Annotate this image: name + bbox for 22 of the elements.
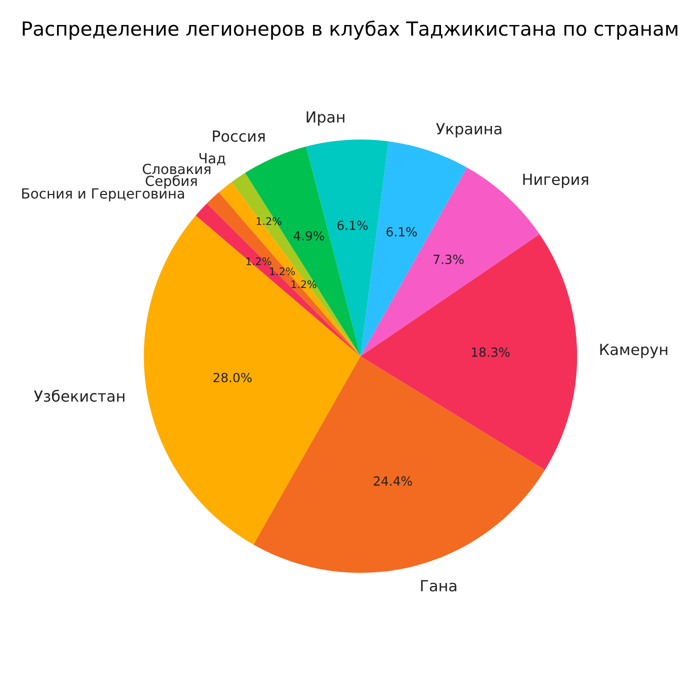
slice-label: Сербия bbox=[146, 175, 197, 189]
slice-label: Камерун bbox=[600, 344, 668, 358]
data-label: 7.3% bbox=[434, 254, 464, 264]
data-label: 4.9% bbox=[294, 231, 324, 240]
data-label: 24.4% bbox=[374, 476, 412, 486]
slice-label: Гана bbox=[421, 580, 456, 592]
data-label: 6.1% bbox=[386, 227, 417, 236]
slice-label: Россия bbox=[212, 130, 265, 142]
data-label: 1.2% bbox=[292, 280, 316, 288]
slice-label: Нигерия bbox=[523, 174, 588, 188]
slice-label: Украина bbox=[436, 123, 502, 138]
data-label: 28.0% bbox=[214, 372, 252, 382]
data-label: 1.2% bbox=[270, 267, 295, 276]
slice-label: Чад bbox=[200, 153, 226, 166]
data-label: 6.1% bbox=[337, 220, 368, 230]
data-label: 18.3% bbox=[472, 347, 510, 357]
slice-label: Словакия bbox=[142, 164, 210, 174]
chart-title: Распределение легионеров в клубах Таджикистана по странам bbox=[22, 20, 678, 40]
slice-label: Босния и Герцеговина bbox=[22, 188, 184, 202]
pie-slice bbox=[253, 356, 545, 573]
slice-label: Иран bbox=[306, 111, 344, 126]
slice-label: Узбекистан bbox=[34, 390, 124, 402]
